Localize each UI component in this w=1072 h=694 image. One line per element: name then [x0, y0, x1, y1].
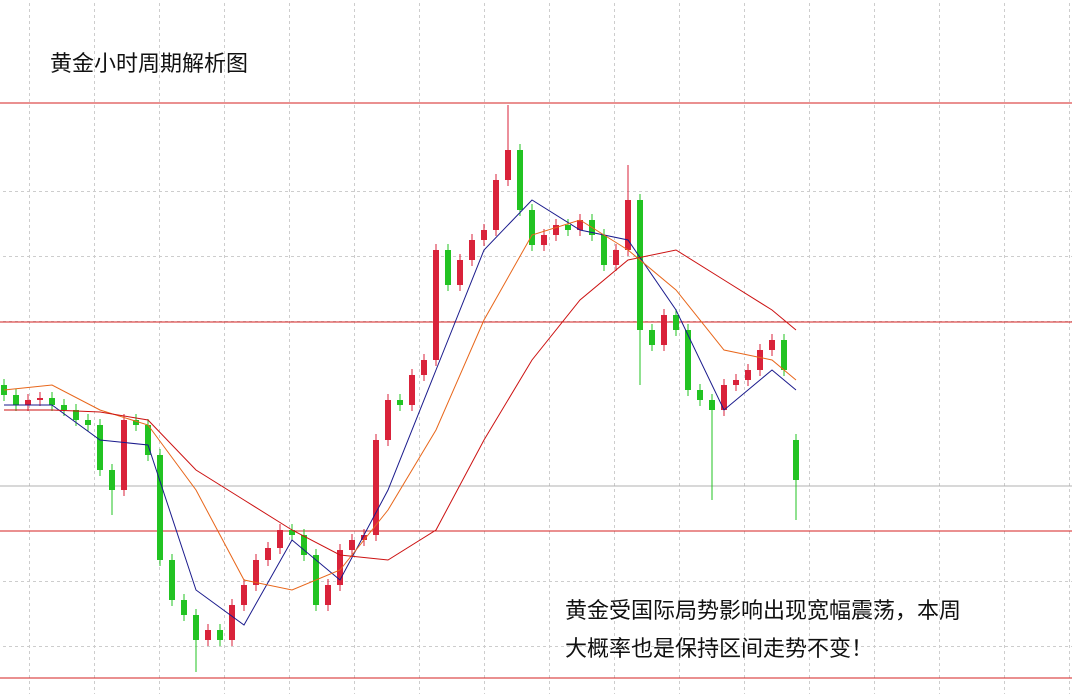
chart-title: 黄金小时周期解析图: [50, 52, 248, 77]
candle-body: [13, 395, 19, 405]
candle-body: [277, 530, 283, 548]
candle-body: [253, 560, 259, 585]
candle-body: [541, 235, 547, 245]
candle-body: [325, 585, 331, 605]
candle-body: [673, 315, 679, 330]
candle-body: [457, 260, 463, 285]
candle-body: [565, 225, 571, 230]
candle-body: [61, 405, 67, 410]
candle-body: [505, 150, 511, 180]
candle-body: [517, 150, 523, 210]
candle-body: [697, 390, 703, 400]
candle-body: [553, 225, 559, 235]
candle-body: [109, 470, 115, 490]
levels: [0, 102, 1072, 679]
candle-body: [769, 340, 775, 350]
candle-body: [193, 615, 199, 640]
candle-body: [373, 440, 379, 535]
candle-body: [145, 425, 151, 455]
candle-body: [793, 440, 799, 480]
candle-body: [229, 605, 235, 640]
candle-body: [625, 200, 631, 250]
candle-body: [181, 600, 187, 615]
candle-body: [481, 230, 487, 240]
candle-body: [445, 250, 451, 285]
candle-body: [385, 400, 391, 440]
candle-body: [601, 235, 607, 265]
candle-body: [397, 400, 403, 405]
candle-body: [421, 360, 427, 375]
candle-body: [349, 540, 355, 550]
candles: [1, 105, 799, 672]
candle-body: [433, 250, 439, 360]
candle-body: [205, 630, 211, 640]
annotation: 大概率也是保持区间走势不变！: [565, 637, 873, 662]
candle-body: [85, 420, 91, 425]
annotation: 黄金受国际局势影响出现宽幅震荡，本周: [565, 599, 961, 624]
moving-average: [4, 249, 797, 561]
candle-body: [781, 340, 787, 370]
candle-body: [217, 630, 223, 640]
candle-body: [649, 330, 655, 345]
moving-average: [3, 219, 797, 591]
candle-body: [121, 420, 127, 490]
candle-body: [577, 220, 583, 230]
candle-body: [613, 250, 619, 265]
candle-body: [289, 530, 295, 535]
candle-body: [241, 585, 247, 605]
candle-body: [733, 380, 739, 385]
candle-body: [157, 455, 163, 560]
moving-average: [4, 199, 797, 626]
candle-body: [745, 370, 751, 380]
candle-body: [169, 560, 175, 600]
candle-body: [337, 550, 343, 585]
candle-body: [469, 240, 475, 260]
candle-body: [709, 400, 715, 410]
candle-body: [661, 315, 667, 345]
candle-body: [49, 398, 55, 405]
candle-body: [37, 398, 43, 400]
candle-body: [721, 385, 727, 410]
candle-body: [529, 210, 535, 245]
candle-body: [637, 200, 643, 330]
candle-body: [265, 548, 271, 560]
candle-body: [757, 350, 763, 370]
candle-body: [25, 400, 31, 405]
candle-body: [133, 420, 139, 425]
candle-body: [361, 535, 367, 540]
candle-body: [685, 330, 691, 390]
candle-body: [73, 410, 79, 420]
candle-body: [301, 535, 307, 555]
candle-body: [493, 180, 499, 230]
moving-averages: [3, 199, 797, 626]
candle-body: [409, 375, 415, 405]
candle-body: [97, 425, 103, 470]
